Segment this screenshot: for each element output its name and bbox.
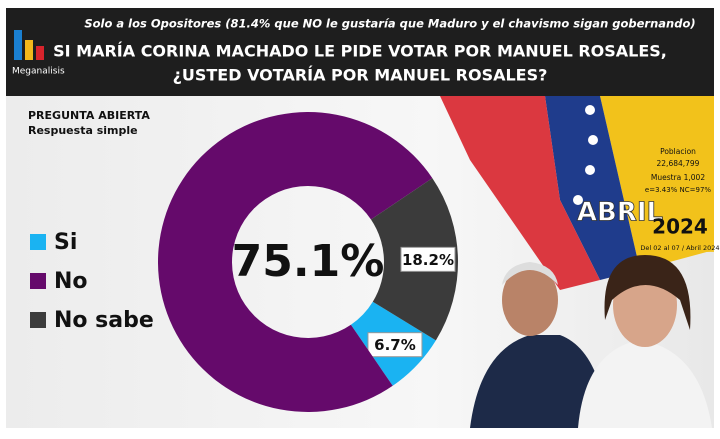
period-year: 2024 [652, 215, 708, 239]
legend-swatch [30, 273, 46, 289]
title-line: SI MARÍA CORINA MACHADO LE PIDE VOTAR PO… [53, 42, 667, 61]
value-label: 18.2% [402, 251, 454, 269]
value-label-box [367, 332, 423, 358]
period-range: Del 02 al 07 / Abril 2024 [640, 244, 719, 252]
info-text: 22,684,799 [657, 159, 700, 168]
question-type: Respuesta simple [28, 124, 138, 137]
brand: Meganalisis [12, 67, 65, 77]
info-text: Muestra 1,002 [651, 173, 705, 182]
value-label-box [400, 246, 456, 272]
logo [14, 30, 44, 60]
value-label: 6.7% [374, 336, 416, 354]
question-type: PREGUNTA ABIERTA [28, 109, 150, 122]
period-month: ABRIL [577, 198, 663, 228]
subtitle: Solo a los Opositores (81.4% que NO le g… [84, 17, 695, 31]
legend-swatch [30, 312, 46, 328]
donut-segment [158, 112, 433, 413]
legend-label: No sabe [54, 308, 154, 333]
title-line: ¿USTED VOTARÍA POR MANUEL ROSALES? [173, 66, 548, 85]
people-decoration [470, 255, 712, 428]
value-label: 75.1% [232, 236, 385, 287]
header-bar [6, 8, 714, 96]
legend-swatch [30, 234, 46, 250]
legend-label: No [54, 269, 88, 294]
info-text: Poblacion [660, 147, 696, 156]
info-text: e=3.43% NC=97% [645, 186, 712, 194]
info-box [642, 140, 714, 252]
legend-label: Si [54, 230, 77, 255]
